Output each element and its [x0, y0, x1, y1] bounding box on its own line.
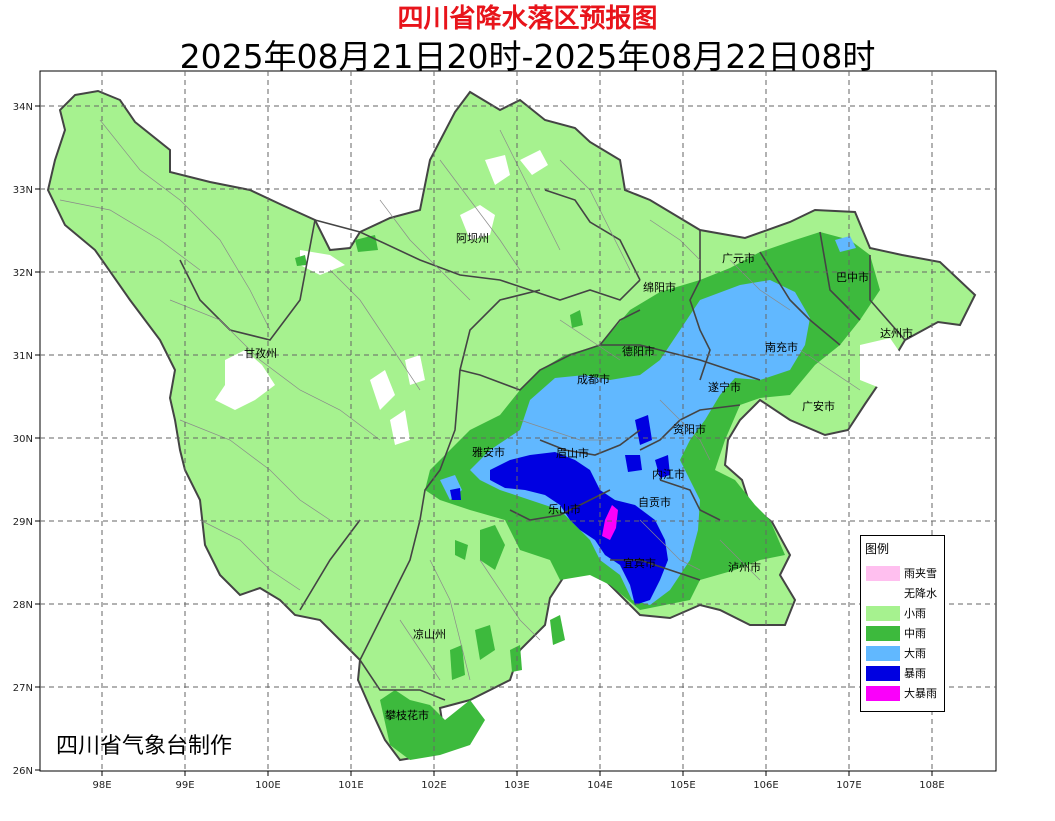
lat-label: 28N — [13, 600, 33, 611]
lon-label: 107E — [836, 780, 861, 791]
legend-label: 小雨 — [904, 607, 926, 620]
legend-item-heavy-rain: 大雨 — [866, 645, 942, 661]
lat-label: 26N — [13, 766, 33, 777]
city-label-dazhou: 达州市 — [880, 326, 913, 340]
legend-swatch — [866, 586, 900, 601]
lon-label: 101E — [338, 780, 363, 791]
lon-label: 98E — [92, 780, 111, 791]
legend-swatch — [866, 626, 900, 641]
city-label-suining: 遂宁市 — [708, 380, 741, 394]
city-label-leshan: 乐山市 — [548, 502, 581, 516]
legend-label: 暴雨 — [904, 667, 926, 680]
city-labels: 阿坝州 甘孜州 绵阳市 广元市 巴中市 达州市 南充市 德阳市 成都市 遂宁市 … — [244, 231, 913, 722]
city-label-yibin: 宜宾市 — [623, 556, 656, 570]
legend-swatch — [866, 606, 900, 621]
legend-label: 无降水 — [904, 587, 937, 600]
legend: 图例 雨夹雪 无降水 小雨 中雨 大雨 暴雨 大暴雨 — [860, 535, 945, 712]
legend-title: 图例 — [865, 542, 890, 556]
city-label-yaan: 雅安市 — [472, 445, 505, 459]
city-label-panzhihua: 攀枝花市 — [385, 708, 429, 722]
city-label-zigong: 自贡市 — [638, 495, 671, 509]
legend-swatch — [866, 666, 900, 681]
rainstorm-areas — [450, 415, 670, 605]
legend-item-no-rain: 无降水 — [866, 585, 942, 601]
longitude-labels: 98E 99E 100E 101E 102E 103E 104E 105E 10… — [92, 780, 944, 791]
extreme-rainstorm-area — [602, 505, 618, 540]
city-label-chengdu: 成都市 — [577, 372, 610, 386]
city-label-mianyang: 绵阳市 — [643, 280, 676, 294]
legend-item-light-rain: 小雨 — [866, 605, 942, 621]
legend-label: 大暴雨 — [904, 687, 937, 700]
axis-ticks — [35, 105, 933, 776]
map-subtitle: 2025年08月21日20时-2025年08月22日08时 — [179, 37, 876, 76]
city-label-nanchong: 南充市 — [765, 340, 798, 354]
legend-label: 雨夹雪 — [904, 567, 937, 580]
legend-label: 大雨 — [904, 647, 926, 660]
lon-label: 103E — [504, 780, 529, 791]
map-credit: 四川省气象台制作 — [56, 734, 233, 759]
city-label-guangyuan: 广元市 — [722, 251, 755, 265]
city-label-neijiang: 内江市 — [652, 467, 685, 481]
legend-swatch — [866, 566, 900, 581]
lon-label: 104E — [587, 780, 612, 791]
legend-item-sleet: 雨夹雪 — [866, 565, 942, 581]
lat-label: 31N — [13, 351, 33, 362]
legend-swatch — [866, 686, 900, 701]
city-label-luzhou: 泸州市 — [728, 560, 761, 574]
lon-label: 100E — [255, 780, 280, 791]
lon-label: 106E — [753, 780, 778, 791]
lon-label: 102E — [421, 780, 446, 791]
lon-label: 99E — [175, 780, 194, 791]
city-label-deyang: 德阳市 — [622, 344, 655, 358]
lat-label: 30N — [13, 434, 33, 445]
no-rain-areas — [215, 150, 905, 445]
legend-swatch — [866, 646, 900, 661]
lat-label: 27N — [13, 683, 33, 694]
lon-label: 105E — [670, 780, 695, 791]
city-label-guangan: 广安市 — [802, 399, 835, 413]
legend-item-moderate-rain: 中雨 — [866, 625, 942, 641]
map-title: 四川省降水落区预报图 — [397, 4, 658, 34]
lat-label: 33N — [13, 185, 33, 196]
lat-label: 32N — [13, 268, 33, 279]
city-label-bazhong: 巴中市 — [836, 270, 869, 284]
city-label-ziyang: 资阳市 — [673, 422, 706, 436]
city-label-ganzi: 甘孜州 — [244, 346, 277, 360]
legend-item-rainstorm: 暴雨 — [866, 665, 942, 681]
city-label-liangshan: 凉山州 — [413, 627, 446, 641]
lat-label: 34N — [13, 102, 33, 113]
graticule — [40, 71, 996, 771]
legend-label: 中雨 — [904, 627, 926, 640]
latitude-labels: 34N 33N 32N 31N 30N 29N 28N 27N 26N — [13, 102, 33, 777]
lon-label: 108E — [919, 780, 944, 791]
legend-item-extreme-rainstorm: 大暴雨 — [866, 685, 942, 701]
city-label-aba: 阿坝州 — [456, 231, 489, 245]
city-label-meishan: 眉山市 — [556, 446, 589, 460]
lat-label: 29N — [13, 517, 33, 528]
